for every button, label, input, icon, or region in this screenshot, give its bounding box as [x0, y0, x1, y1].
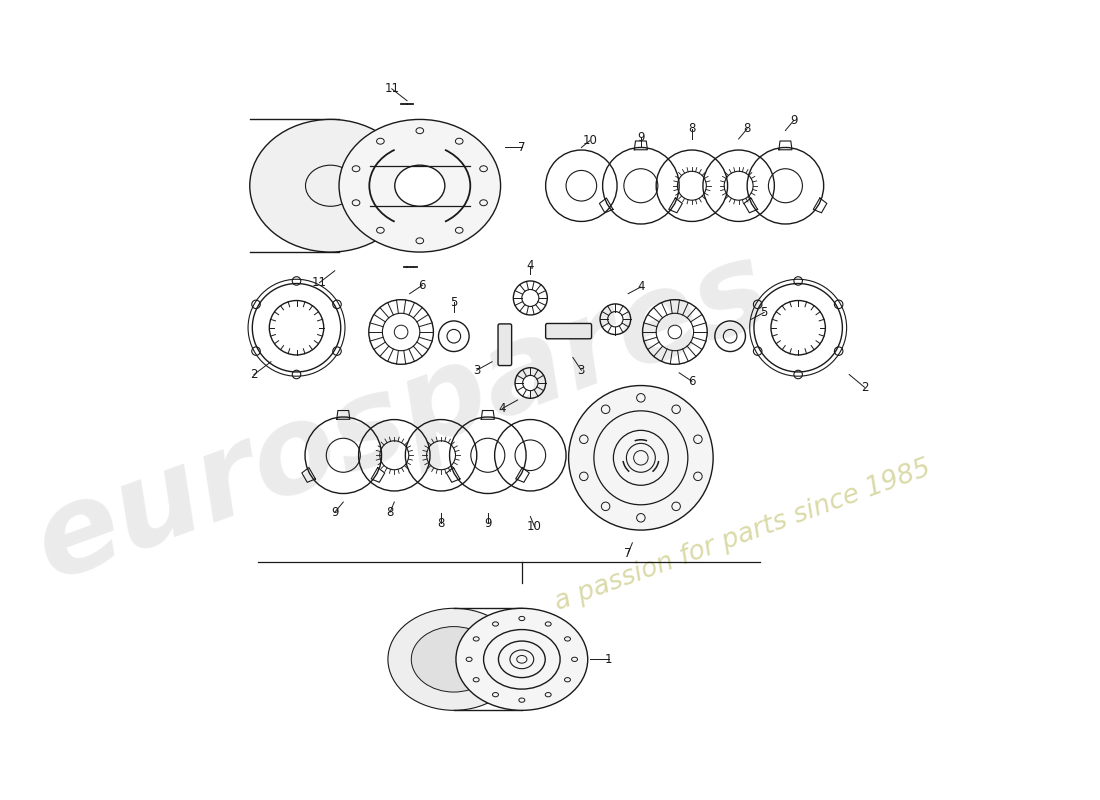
Text: 9: 9: [484, 517, 492, 530]
Text: 8: 8: [438, 517, 444, 530]
Text: a passion for parts since 1985: a passion for parts since 1985: [551, 456, 935, 616]
Circle shape: [569, 386, 713, 530]
FancyBboxPatch shape: [498, 324, 512, 366]
Text: 9: 9: [637, 130, 645, 144]
FancyBboxPatch shape: [546, 323, 592, 338]
Text: 8: 8: [386, 506, 394, 518]
Text: 7: 7: [625, 546, 631, 559]
Text: 4: 4: [527, 259, 535, 272]
Text: 8: 8: [744, 122, 751, 135]
Text: 1: 1: [605, 653, 613, 666]
Text: eurospares: eurospares: [20, 230, 785, 604]
Text: 11: 11: [384, 82, 399, 95]
Ellipse shape: [395, 165, 444, 206]
Text: 3: 3: [578, 364, 585, 377]
Text: 2: 2: [251, 368, 257, 381]
Ellipse shape: [388, 608, 519, 710]
Ellipse shape: [250, 119, 411, 252]
Text: 6: 6: [419, 278, 426, 292]
Text: 5: 5: [450, 296, 458, 309]
Text: 10: 10: [527, 520, 542, 533]
Text: 10: 10: [582, 134, 597, 147]
Text: 8: 8: [689, 122, 695, 135]
Text: 4: 4: [637, 281, 645, 294]
Text: 11: 11: [312, 276, 327, 289]
Text: 2: 2: [860, 381, 868, 394]
Text: 7: 7: [518, 141, 526, 154]
Text: 6: 6: [689, 374, 695, 388]
Ellipse shape: [339, 119, 500, 252]
Text: 5: 5: [760, 306, 768, 319]
Text: 9: 9: [790, 114, 798, 126]
Text: 4: 4: [498, 402, 506, 415]
Text: 9: 9: [331, 506, 339, 518]
Text: 3: 3: [473, 364, 481, 377]
Ellipse shape: [455, 608, 587, 710]
Ellipse shape: [411, 626, 496, 692]
